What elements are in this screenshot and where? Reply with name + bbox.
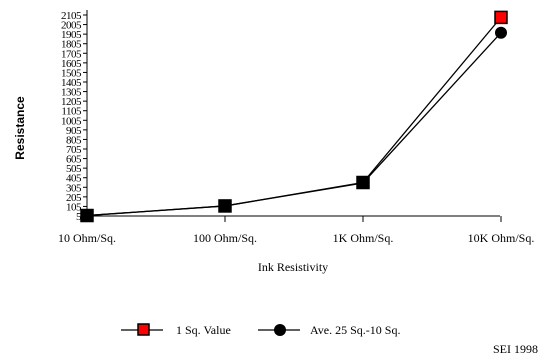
y-tick-label: 705 bbox=[66, 144, 82, 156]
series-layer bbox=[80, 10, 508, 223]
y-axis-label: Resistance bbox=[13, 96, 27, 160]
y-tick-label: 905 bbox=[66, 125, 82, 137]
y-tick-label: 605 bbox=[66, 154, 82, 166]
x-axis-ticks: 10 Ohm/Sq. 100 Ohm/Sq. 1K Ohm/Sq. 10K Ohm/S… bbox=[58, 216, 534, 245]
series-line-2 bbox=[86, 32, 502, 217]
y-tick-label: 1605 bbox=[61, 58, 82, 70]
y-tick-label: 305 bbox=[66, 182, 82, 194]
legend: 1 Sq. Value Ave. 25 Sq.-10 Sq. bbox=[121, 323, 400, 337]
y-tick-label: 1505 bbox=[61, 67, 82, 79]
legend-label-ave: Ave. 25 Sq.-10 Sq. bbox=[310, 323, 400, 337]
x-tick-label: 100 Ohm/Sq. bbox=[193, 231, 257, 245]
legend-label-1sq: 1 Sq. Value bbox=[176, 323, 231, 337]
y-tick-label: 2105 bbox=[61, 10, 82, 22]
y-tick-label: 5 bbox=[76, 211, 82, 223]
y-tick-label: 1205 bbox=[61, 96, 82, 108]
y-tick-label: 105 bbox=[66, 201, 82, 213]
x-tick-label: 10K Ohm/Sq. bbox=[468, 231, 535, 245]
y-tick-label: 505 bbox=[66, 163, 82, 175]
y-tick-label: 2005 bbox=[61, 20, 82, 32]
legend-marker-square bbox=[137, 323, 150, 336]
y-axis-ticks: 5105205305405505605705805905100511051205… bbox=[61, 10, 87, 223]
credit-text: SEI 1998 bbox=[493, 342, 538, 356]
y-tick-label: 1405 bbox=[61, 77, 82, 89]
y-tick-label: 205 bbox=[66, 192, 82, 204]
data-point-circle bbox=[357, 176, 369, 189]
data-point-circle bbox=[495, 26, 507, 39]
x-axis-label: Ink Resistivity bbox=[258, 260, 328, 274]
y-tick-label: 1305 bbox=[61, 87, 82, 99]
y-tick-label: 1705 bbox=[61, 48, 82, 60]
data-point-square bbox=[494, 10, 508, 25]
data-point-circle bbox=[81, 209, 93, 222]
y-tick-label: 1105 bbox=[61, 106, 82, 118]
y-tick-label: 1905 bbox=[61, 29, 82, 41]
y-tick-label: 1005 bbox=[61, 115, 82, 127]
data-point-circle bbox=[219, 199, 231, 212]
series-line-1 bbox=[86, 16, 502, 217]
y-tick-label: 805 bbox=[66, 134, 82, 146]
x-tick-label: 1K Ohm/Sq. bbox=[333, 231, 394, 245]
y-tick-label: 405 bbox=[66, 173, 82, 185]
legend-marker-circle bbox=[274, 324, 286, 336]
x-tick-label: 10 Ohm/Sq. bbox=[58, 231, 116, 245]
y-tick-label: 1805 bbox=[61, 39, 82, 51]
